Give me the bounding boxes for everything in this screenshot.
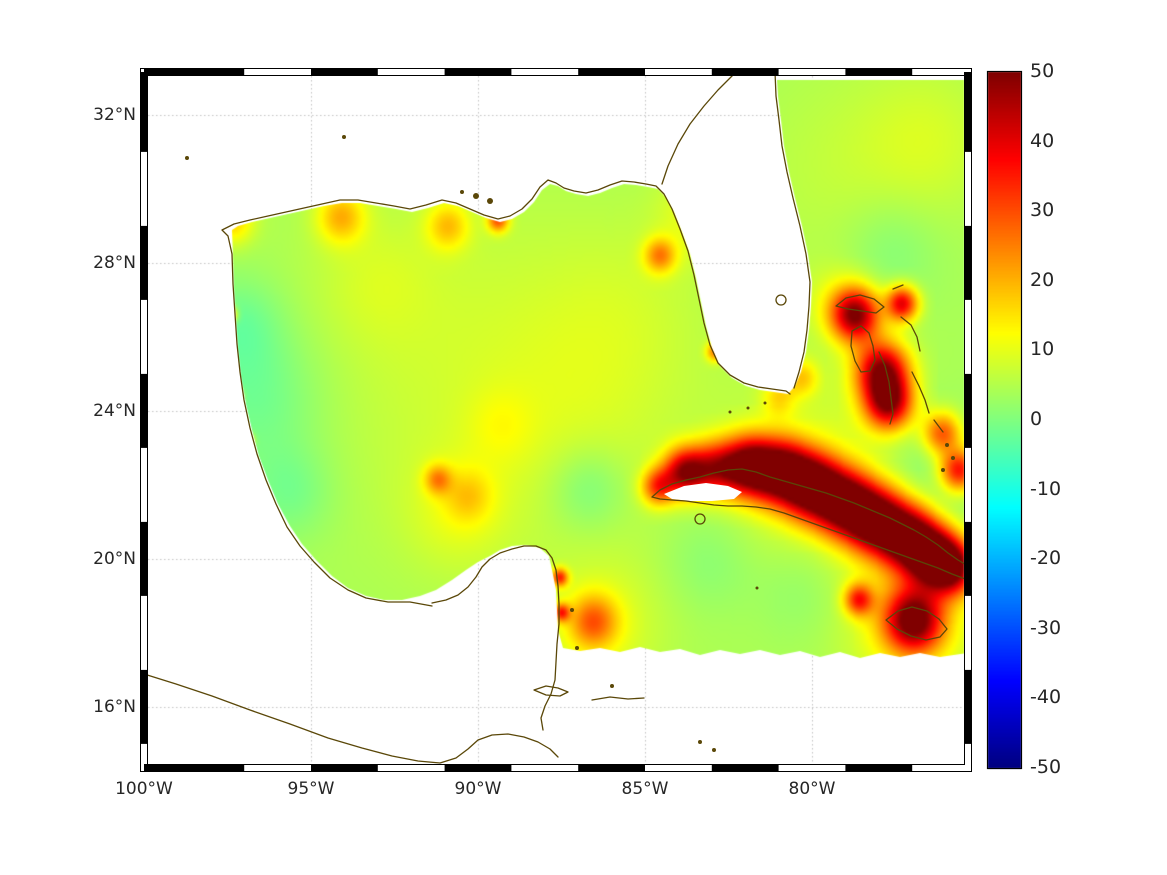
lake-outline <box>775 294 787 306</box>
islet-dot <box>746 406 750 410</box>
lat-tick-label: 16°N <box>93 697 136 717</box>
frame-segment <box>140 373 148 448</box>
land-patch <box>664 483 742 501</box>
frame-segment <box>964 669 972 744</box>
frame-segment <box>711 68 779 76</box>
colorbar-tick-label: 30 <box>1030 199 1055 221</box>
colorbar-tick-label: -30 <box>1030 617 1062 639</box>
coastline-path <box>221 179 791 607</box>
frame-segment <box>311 764 378 772</box>
land-white-patches <box>664 483 742 501</box>
frame-segment <box>964 225 972 300</box>
coastline-path <box>900 316 921 352</box>
frame-segment <box>964 521 972 596</box>
lake-outline <box>694 513 706 525</box>
islet-dot <box>945 443 949 447</box>
islet-dot <box>951 456 955 460</box>
lon-tick-label: 80°W <box>788 779 836 799</box>
coastline-path <box>892 284 904 290</box>
islet-dot <box>763 401 767 405</box>
islet-dot <box>728 410 732 414</box>
islet-dot <box>941 468 945 472</box>
island-outline <box>533 685 569 697</box>
colorbar-tick-label: -10 <box>1030 478 1062 500</box>
islet-dot <box>575 646 579 650</box>
frame-segment <box>140 72 148 152</box>
islet-dot <box>473 193 479 199</box>
lon-tick-label: 85°W <box>621 779 669 799</box>
colorbar-tick-label: -40 <box>1030 686 1062 708</box>
frame-segment <box>144 764 245 772</box>
island-outline <box>850 325 876 373</box>
frame-segment <box>964 72 972 152</box>
frame-segment <box>140 225 148 300</box>
islet-dot <box>460 190 464 194</box>
lon-tick-label: 95°W <box>287 779 335 799</box>
frame-segment <box>711 764 779 772</box>
map-frame <box>140 68 972 772</box>
frame-segment <box>444 764 512 772</box>
islet-dot <box>570 608 574 612</box>
coastline-path <box>774 71 811 389</box>
coastline-path <box>661 71 737 185</box>
colorbar-border <box>986 70 1023 770</box>
coast-specks <box>185 135 955 752</box>
lat-tick-label: 28°N <box>93 253 136 273</box>
coastline-path <box>143 673 559 764</box>
frame-segment <box>578 764 645 772</box>
coastline-path <box>933 419 944 433</box>
frame-segment <box>845 68 913 76</box>
lat-tick-label: 24°N <box>93 401 136 421</box>
coastline-path <box>591 696 645 701</box>
island-outline <box>885 606 948 641</box>
coastline-path <box>911 371 930 414</box>
island-outline <box>835 294 885 314</box>
colorbar-tick-label: 20 <box>1030 269 1055 291</box>
colorbar-tick-label: 10 <box>1030 338 1055 360</box>
frame-segment <box>964 373 972 448</box>
islet-dot <box>698 740 702 744</box>
islet-dot <box>487 198 493 204</box>
islet-dot <box>185 156 189 160</box>
frame-segment <box>845 764 913 772</box>
islet-dot <box>712 748 716 752</box>
frame-segment <box>311 68 378 76</box>
colorbar-tick-label: -50 <box>1030 756 1062 778</box>
lat-tick-label: 32°N <box>93 105 136 125</box>
island-outline <box>651 468 969 581</box>
islet-dot <box>342 135 346 139</box>
lon-tick-label: 100°W <box>115 779 173 799</box>
lon-tick-label: 90°W <box>454 779 502 799</box>
colorbar-tick-label: 40 <box>1030 130 1055 152</box>
frame-segment <box>144 68 245 76</box>
colorbar-tick-label: 50 <box>1030 60 1055 82</box>
islet-dot <box>755 586 759 590</box>
coastlines <box>143 71 969 764</box>
frame-segment <box>578 68 645 76</box>
colorbar-tick-label: 0 <box>1030 408 1043 430</box>
frame-segment <box>140 669 148 744</box>
frame-segment <box>444 68 512 76</box>
islet-dot <box>610 684 614 688</box>
lat-tick-label: 20°N <box>93 549 136 569</box>
frame-segment <box>140 521 148 596</box>
coastline-path <box>431 545 560 731</box>
coastline-path <box>878 351 894 425</box>
colorbar-tick-label: -20 <box>1030 547 1062 569</box>
